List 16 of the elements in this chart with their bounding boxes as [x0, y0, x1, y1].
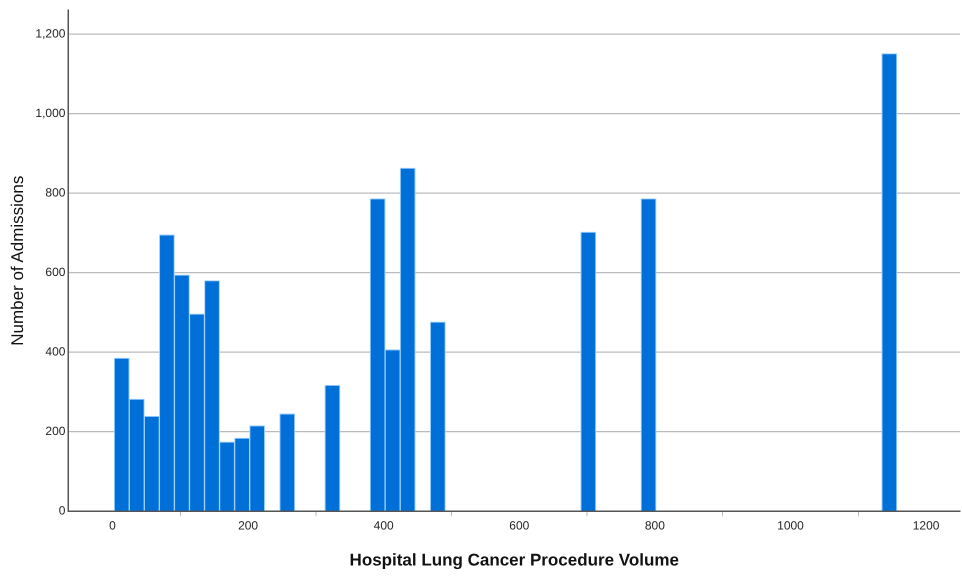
x-tick-label: 600: [509, 518, 530, 533]
x-axis-title: Hospital Lung Cancer Procedure Volume: [350, 550, 679, 570]
y-tick-label: 400: [45, 344, 66, 358]
y-tick-label: 0: [58, 504, 66, 518]
y-tick-label: 1,200: [35, 26, 66, 40]
x-tick-label: 1000: [777, 518, 804, 533]
y-axis-title: Number of Admissions: [8, 176, 27, 346]
x-tick-label: 0: [109, 518, 116, 533]
y-tick-label: 1,000: [35, 106, 66, 120]
x-tick-label: 200: [238, 518, 258, 533]
y-tick-label: 600: [45, 264, 66, 279]
x-tick-label: 400: [374, 518, 394, 533]
y-tick-label: 800: [45, 185, 66, 200]
x-tick-label: 1200: [912, 518, 940, 533]
x-tick-label: 800: [644, 518, 666, 533]
y-tick-label: 200: [45, 424, 66, 438]
